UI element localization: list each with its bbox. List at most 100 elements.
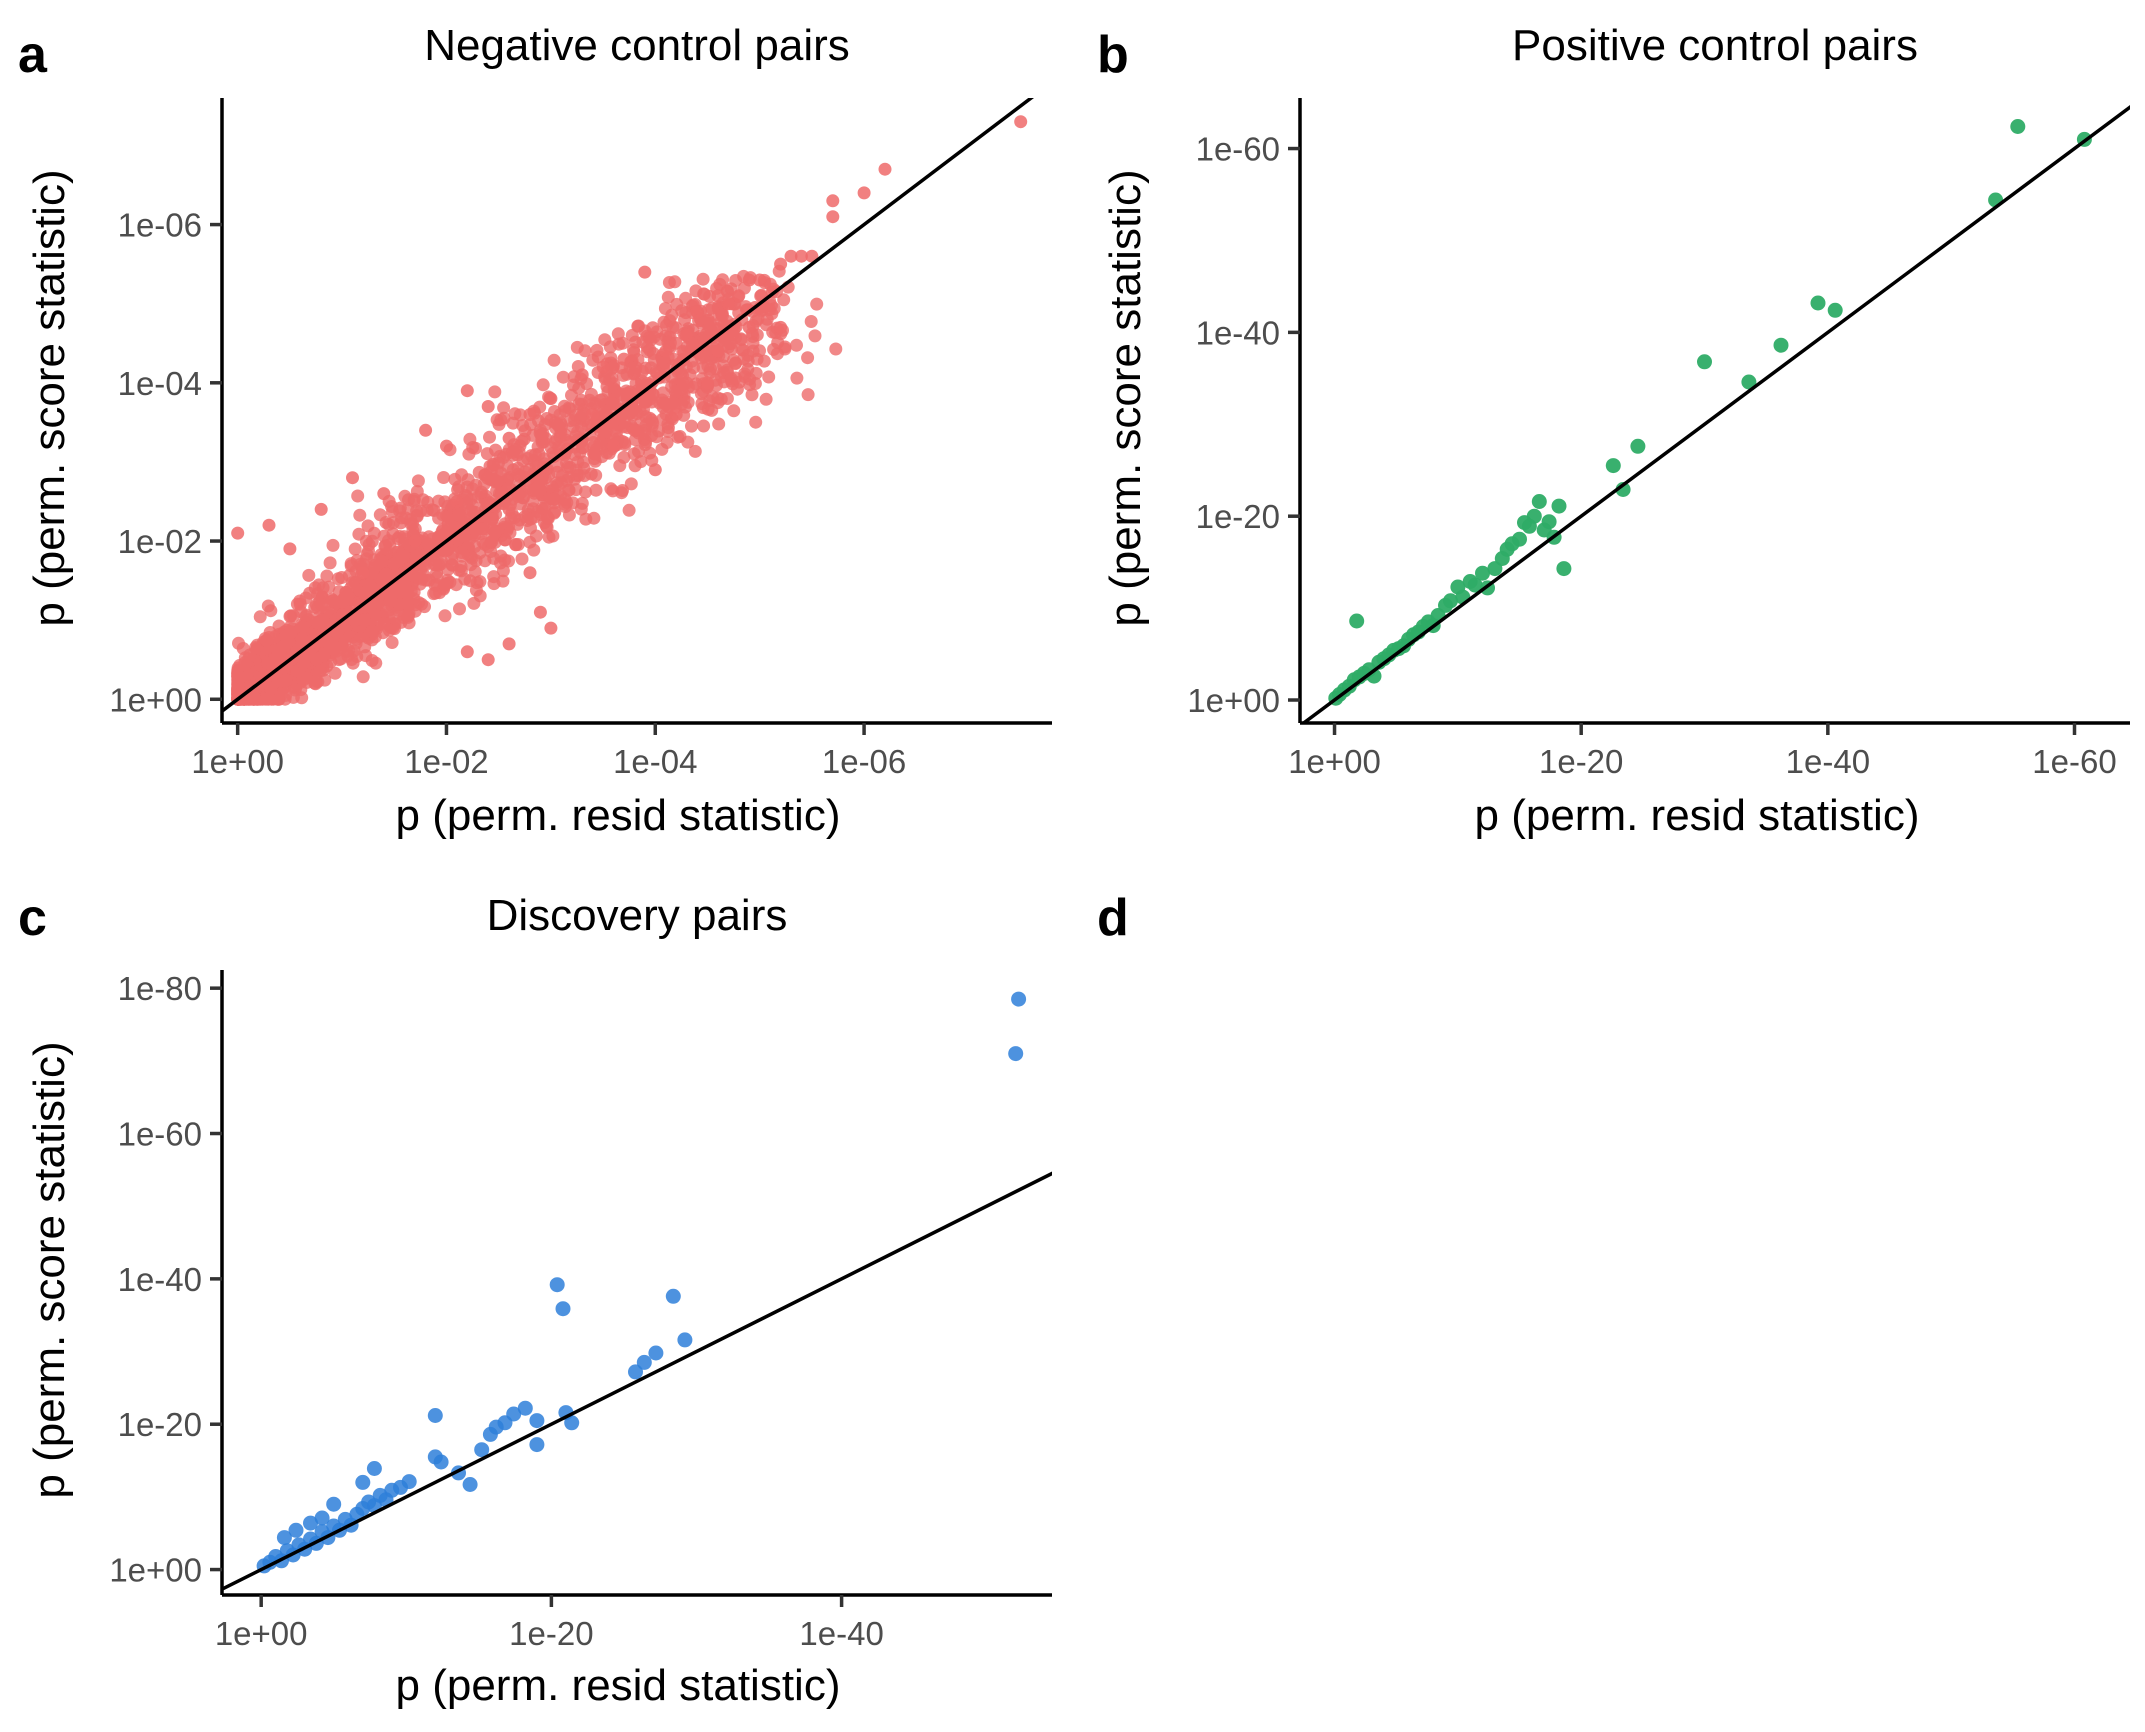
panel-a-point <box>774 257 788 271</box>
panel-a-point <box>408 534 422 548</box>
panel-a-point <box>502 431 516 445</box>
panel-a-cloud-point <box>497 411 511 425</box>
panel-a-cloud-point <box>655 442 669 456</box>
panel-b-x-tick-label: 1e-60 <box>2032 743 2116 780</box>
panel-a-point <box>669 336 683 350</box>
panel-a-cloud-point <box>344 557 358 571</box>
panel-a-cloud-point <box>727 404 741 418</box>
panel-b-plot-area: 1e+00 1e-20 1e-40 1e-60 1e+00 1e-20 1e-40 1e-60 <box>1187 98 2130 780</box>
panel-c-y-tick-label: 1e-60 <box>118 1116 202 1153</box>
panel-a-cloud-point <box>701 402 715 416</box>
panel-b-y-tick-label: 1e-60 <box>1196 131 1280 168</box>
panel-c-point <box>355 1474 371 1490</box>
panel-a-y-tick-label: 1e-06 <box>118 207 202 244</box>
panel-a-cloud-point <box>589 483 603 497</box>
panel-a-point <box>502 637 516 651</box>
panel-a-point <box>774 320 788 334</box>
panel-a-cloud-point <box>429 558 443 572</box>
panel-a-cloud-point <box>650 430 664 444</box>
panel-b: b Positive control pairs 1e+00 1e-20 1e-40… <box>1097 21 2130 840</box>
panel-b-point <box>1551 498 1567 514</box>
panel-a-cloud-point <box>455 546 469 559</box>
panel-a-x-tick-label: 1e+00 <box>191 743 284 780</box>
panel-a-cloud-point <box>478 554 492 568</box>
panel-c-y-tick-label: 1e-20 <box>118 1406 202 1443</box>
panel-a-cloud-point <box>600 380 614 393</box>
panel-a-cloud-point <box>309 674 323 688</box>
panel-a-point <box>450 495 464 508</box>
panel-c-point <box>303 1515 318 1531</box>
panel-b-y-tick-label: 1e-20 <box>1196 498 1280 535</box>
panel-a-cloud-point <box>567 378 580 392</box>
panel-a-cloud-point <box>628 459 642 473</box>
panel-a-cloud-point <box>604 482 618 496</box>
panel-a-point <box>596 360 610 374</box>
panel-c-point <box>433 1454 449 1470</box>
panel-a-cloud-point <box>323 556 337 570</box>
panel-b-point <box>1531 494 1547 509</box>
panel-d: d <box>1097 889 1129 947</box>
panel-a-cloud-point <box>605 396 619 410</box>
panel-a-cloud-point <box>697 287 711 301</box>
panel-c-point <box>401 1474 417 1490</box>
panel-b-y-tick-label: 1e-40 <box>1196 314 1280 351</box>
panel-a-y-axis-title: p (perm. score statistic) <box>25 169 74 626</box>
panel-a-cloud-point <box>286 690 300 704</box>
panel-b-point <box>1810 295 1826 311</box>
panel-a-cloud-point <box>712 417 726 431</box>
panel-a-cloud-point <box>320 569 334 583</box>
panel-a-cloud-point <box>509 538 523 552</box>
panel-a-point <box>575 368 589 382</box>
panel-a-cloud-point <box>445 558 459 572</box>
panel-a-point <box>617 352 631 366</box>
panel-a-y-tick-label: 1e-02 <box>118 523 202 560</box>
panel-a-point <box>753 273 767 287</box>
panel-b-y-tick-label: 1e+00 <box>1187 682 1280 719</box>
panel-a-cloud-point <box>778 342 792 356</box>
panel-a-cloud-point <box>617 450 631 464</box>
panel-c-point <box>326 1496 342 1512</box>
panel-a-cloud-point <box>503 526 517 540</box>
panel-a-cloud-point <box>639 435 653 449</box>
panel-b-y-axis-title: p (perm. score statistic) <box>1101 169 1150 626</box>
panel-a-cloud-point <box>345 653 359 666</box>
panel-c-y-tick-label: 1e-40 <box>118 1261 202 1298</box>
panel-c-point <box>1011 991 1027 1007</box>
panel-a-cloud-point <box>277 674 291 688</box>
panel-b-x-tick-label: 1e+00 <box>1288 743 1381 780</box>
panel-a-point <box>794 249 808 263</box>
panel-a-cloud-point <box>353 508 367 522</box>
panel-b-point <box>1467 577 1483 593</box>
panel-a-cloud-point <box>576 441 590 455</box>
panel-c-point <box>474 1442 490 1458</box>
panel-a-cloud-point <box>640 329 654 343</box>
panel-a-title: Negative control pairs <box>424 21 850 70</box>
panel-a-cloud-point <box>469 441 482 455</box>
panel-a-cloud-point <box>720 392 734 405</box>
panel-a-cloud-point <box>411 474 425 488</box>
panel-c-point <box>555 1301 571 1317</box>
panel-b-point <box>1512 531 1527 547</box>
panel-a-cloud-point <box>481 471 495 485</box>
panel-a-cloud-point <box>488 526 502 539</box>
panel-a-point <box>648 463 662 477</box>
panel-a-point <box>721 297 735 311</box>
panel-b-point <box>1443 593 1458 609</box>
panel-a-point <box>742 273 756 287</box>
panel-a-cloud-point <box>656 386 670 400</box>
panel-a-y-tick-label: 1e-04 <box>118 365 202 402</box>
panel-a-cloud-point <box>382 534 395 548</box>
panel-a-cloud-point <box>362 538 376 552</box>
panel-c-point <box>628 1364 643 1380</box>
panel-a-point <box>878 162 892 176</box>
panel-a-cloud-point <box>533 426 547 440</box>
panel-a-cloud-point <box>661 290 675 304</box>
panel-a-cloud-point <box>671 430 685 444</box>
panel-a-cloud-point <box>452 508 466 522</box>
panel-a-point <box>481 400 495 413</box>
panel-a-cloud-point <box>716 308 729 322</box>
panel-a-cloud-point <box>418 558 432 572</box>
panel-a-cloud-point <box>610 425 623 439</box>
panel-a-point <box>690 305 704 319</box>
